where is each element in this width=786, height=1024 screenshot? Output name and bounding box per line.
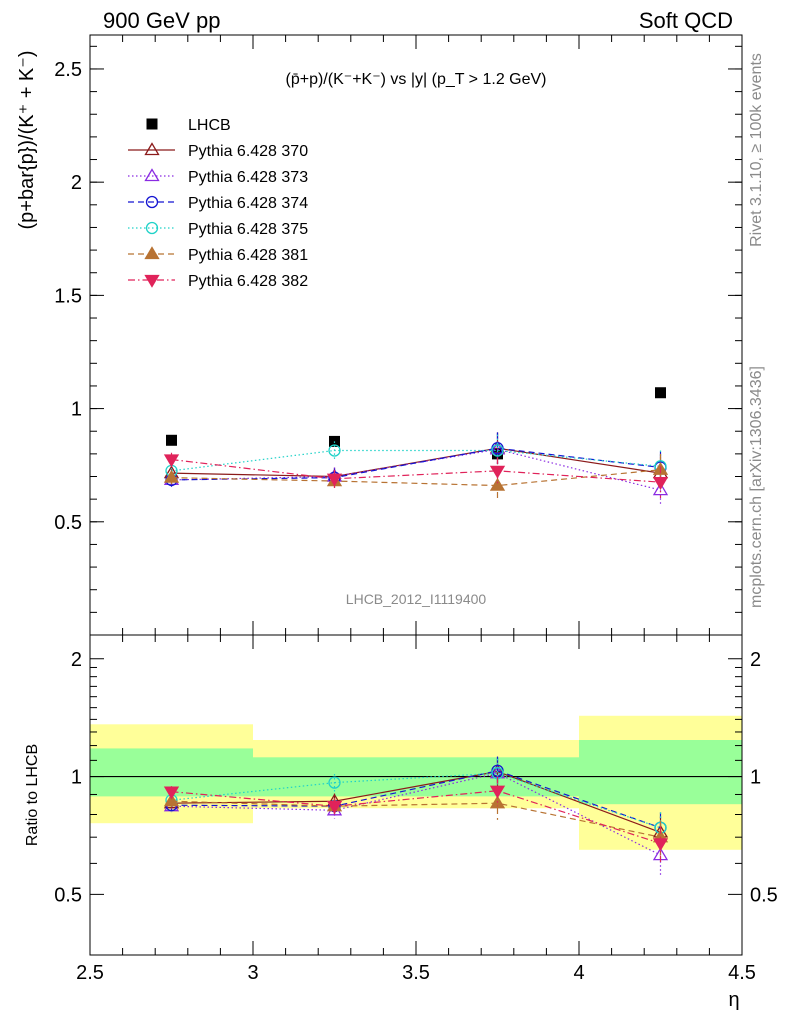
ratio-data-marks: [163, 756, 669, 876]
main-point-pythia-6-428-381: [489, 477, 506, 491]
legend: LHCB Pythia 6.428 370 Pythia 6.428 373 Pyth…: [128, 117, 308, 290]
ratio-point-pythia-6-428-382: [652, 838, 669, 852]
main-point-pythia-6-428-375: [328, 444, 341, 457]
main-point-pythia-6-428-382: [489, 465, 506, 479]
main-point-pythia-6-428-381: [163, 469, 180, 483]
header-left: 900 GeV pp: [103, 8, 220, 33]
ratio-ytick-label-right: 0.5: [750, 884, 778, 906]
main-ytick-label: 1.5: [54, 285, 82, 307]
legend-label-pythia-6-428-373: Pythia 6.428 373: [188, 169, 308, 186]
legend-label-lhcb: LHCB: [188, 117, 231, 134]
main-data-marks: [163, 387, 669, 506]
main-point-pythia-6-428-382: [163, 454, 180, 468]
mcplots-label: mcplots.cern.ch [arXiv:1306.3436]: [748, 366, 765, 608]
main-line-pythia-6-428-375: [171, 449, 661, 472]
header-right: Soft QCD: [639, 8, 733, 33]
ratio-ytick-label-right: 2: [750, 649, 761, 671]
ratio-xtick-label: 4.5: [728, 962, 756, 984]
ratio-point-pythia-6-428-382: [326, 801, 343, 814]
ratio-xtick-label: 3: [247, 962, 258, 984]
ratio-ytick-label-right: 1: [750, 767, 761, 789]
ratio-line-pythia-6-428-374: [171, 770, 661, 829]
main-axis-ticks: 0.5 1 1.5 2 2.5: [54, 35, 743, 635]
ratio-y-axis-label: Ratio to LHCB: [24, 744, 41, 846]
main-point-pythia-6-428-373: [652, 482, 669, 496]
ratio-line-pythia-6-428-373: [171, 772, 661, 856]
ratio-point-pythia-6-428-375: [328, 776, 341, 789]
main-point-pythia-6-428-382: [326, 473, 343, 487]
ratio-point-pythia-6-428-382: [163, 786, 180, 800]
ratio-line-pythia-6-428-381: [171, 800, 661, 838]
legend-marker-pythia-6-428-381: [144, 246, 160, 260]
ratio-ytick-label: 1: [71, 767, 82, 789]
ratio-axis-ticks: 0.5 0.5 1 1 2 2 2.5 3 3.5 4 4.5: [54, 635, 778, 984]
legend-marker-pythia-6-428-375: [145, 221, 159, 235]
main-plot-title-text: (p̄+p)/(K⁻+K⁻) vs |y| (p_T > 1.2 GeV): [286, 71, 547, 88]
legend-marker-pythia-6-428-370: [144, 142, 160, 156]
rivet-label: Rivet 3.1.10, ≥ 100k events: [748, 53, 765, 247]
ratio-band-inner: [579, 740, 742, 805]
main-ytick-label: 2.5: [54, 59, 82, 81]
legend-label-pythia-6-428-370: Pythia 6.428 370: [188, 143, 308, 160]
main-point-pythia-6-428-375: [491, 444, 504, 457]
main-point-lhcb: [655, 387, 666, 399]
ratio-ytick-label: 2: [71, 649, 82, 671]
main-ytick-label: 0.5: [54, 512, 82, 534]
ratio-xtick-label: 3.5: [402, 962, 430, 984]
ratio-point-pythia-6-428-381: [163, 793, 180, 807]
legend-label-pythia-6-428-382: Pythia 6.428 382: [188, 273, 308, 290]
legend-marker-pythia-6-428-374: [145, 195, 159, 209]
analysis-id: LHCB_2012_I1119400: [346, 591, 487, 607]
ratio-xtick-label: 4: [573, 962, 584, 984]
x-axis-label: η: [728, 989, 739, 1011]
main-line-pythia-6-428-382: [171, 458, 661, 483]
ratio-point-pythia-6-428-382: [489, 785, 506, 799]
main-ytick-label: 1: [71, 399, 82, 421]
legend-label-pythia-6-428-375: Pythia 6.428 375: [188, 221, 308, 238]
ratio-xtick-label: 2.5: [76, 962, 104, 984]
main-plot-title: (p̄+p)/(K⁻+K⁻) vs |y| (p_T > 1.2 GeV): [286, 71, 547, 88]
ratio-ytick-label: 0.5: [54, 884, 82, 906]
main-y-axis-label: (p+bar{p})/(K⁺ + K⁻): [16, 51, 38, 230]
main-point-pythia-6-428-382: [652, 477, 669, 490]
legend-marker-pythia-6-428-382: [144, 274, 160, 288]
main-ytick-label: 2: [71, 172, 82, 194]
legend-marker-pythia-6-428-373: [144, 168, 160, 182]
legend-label-pythia-6-428-381: Pythia 6.428 381: [188, 247, 308, 264]
ratio-band-group: [90, 715, 742, 850]
ratio-line-pythia-6-428-370: [171, 770, 661, 833]
main-line-pythia-6-428-373: [171, 448, 661, 491]
main-line-pythia-6-428-381: [171, 469, 661, 487]
legend-label-pythia-6-428-374: Pythia 6.428 374: [188, 195, 308, 212]
legend-marker-lhcb: [146, 118, 158, 130]
ratio-line-pythia-6-428-375: [171, 772, 661, 829]
main-point-lhcb: [166, 434, 177, 446]
